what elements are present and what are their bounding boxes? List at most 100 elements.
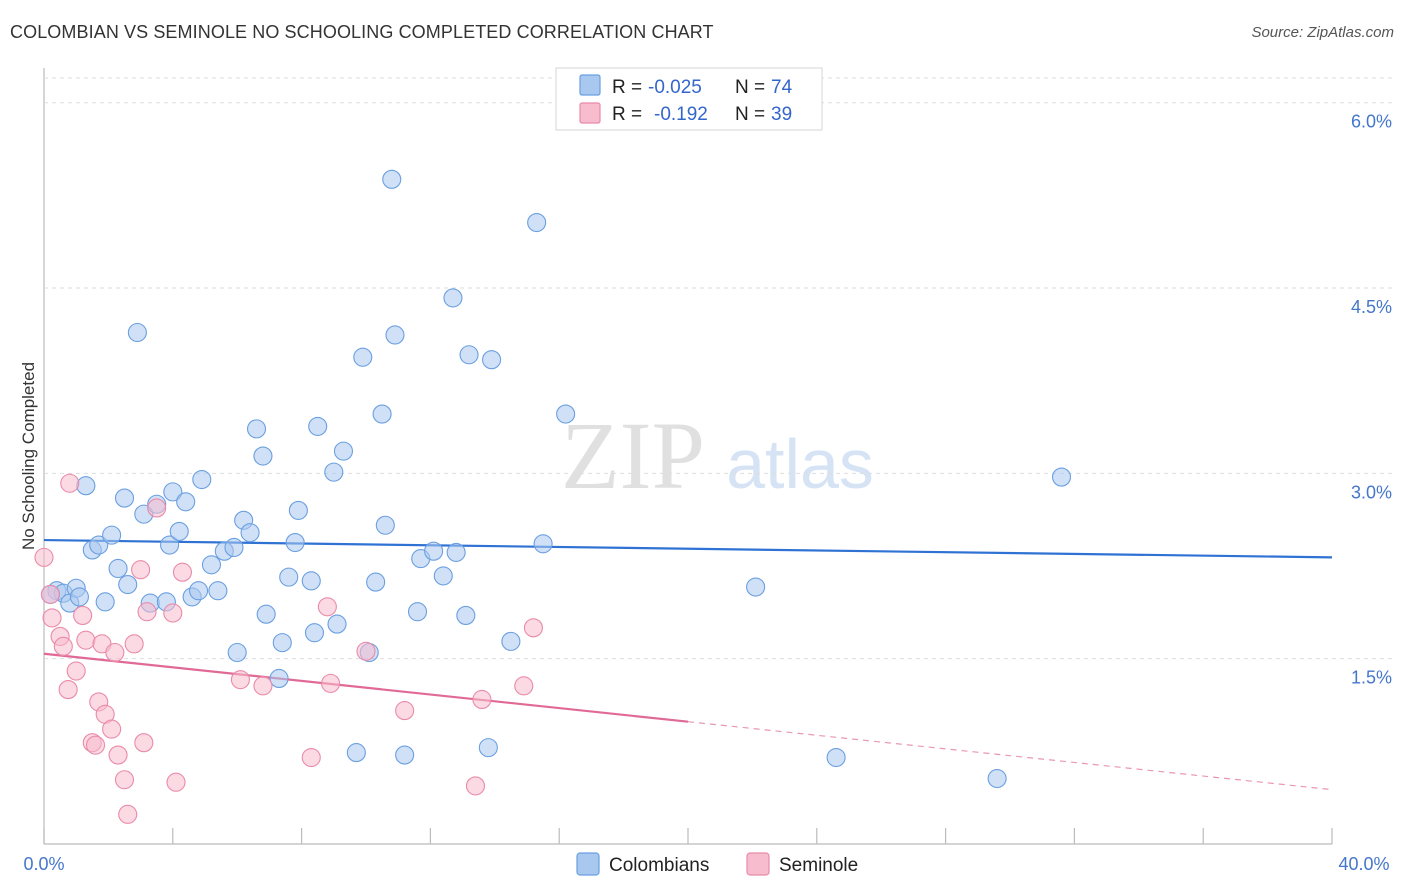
point-seminole-2 — [42, 608, 62, 628]
legend-n-label-0: N = — [735, 77, 765, 98]
point-colombians-34 — [256, 604, 276, 624]
point-colombians-66 — [527, 213, 547, 233]
point-seminole-23 — [137, 602, 157, 622]
point-colombians-20 — [169, 521, 189, 541]
legend-r-label-0: R = — [612, 77, 642, 98]
point-colombians-39 — [288, 500, 308, 520]
point-seminole-8 — [73, 605, 93, 625]
point-seminole-38 — [523, 618, 543, 638]
x-tick-label-min: 0.0% — [23, 854, 64, 874]
source-label: Source: ZipAtlas.com — [1251, 24, 1394, 41]
y-axis-label: No Schooling Completed — [19, 362, 38, 550]
y-tick-label-3: 6.0% — [1351, 112, 1392, 132]
point-colombians-38 — [285, 532, 305, 553]
point-colombians-64 — [482, 350, 502, 370]
y-tick-labels: 1.5% 3.0% 4.5% 6.0% — [1351, 112, 1392, 688]
chart-title: COLOMBIAN VS SEMINOLE NO SCHOOLING COMPL… — [10, 22, 714, 42]
legend-r-value-0: -0.025 — [648, 77, 702, 98]
point-colombians-28 — [224, 537, 244, 558]
point-seminole-28 — [230, 670, 250, 690]
gridlines — [44, 77, 1392, 660]
point-colombians-24 — [192, 469, 212, 490]
point-seminole-18 — [114, 770, 135, 790]
trend-line-colombians — [43, 538, 1333, 559]
point-seminole-9 — [76, 630, 96, 650]
point-colombians-61 — [456, 605, 476, 625]
point-colombians-71 — [987, 768, 1007, 789]
series-legend-swatch-seminole — [746, 852, 770, 876]
point-seminole-26 — [166, 772, 186, 792]
point-colombians-50 — [372, 404, 392, 424]
point-colombians-68 — [556, 404, 576, 424]
legend-n-label-1: N = — [735, 104, 765, 125]
watermark-zip: ZIP — [561, 402, 705, 509]
point-seminole-4 — [53, 636, 73, 656]
point-colombians-63 — [478, 738, 498, 758]
point-colombians-60 — [446, 542, 466, 562]
point-seminole-20 — [124, 634, 144, 654]
point-colombians-67 — [533, 534, 553, 554]
x-tick-label-max: 40.0% — [1338, 854, 1389, 874]
x-ticks — [43, 828, 1333, 844]
point-colombians-5 — [76, 476, 96, 496]
point-colombians-62 — [459, 345, 479, 365]
trend-lines — [43, 538, 1333, 791]
point-colombians-26 — [208, 581, 228, 601]
data-points — [34, 169, 1072, 824]
point-seminole-19 — [118, 804, 138, 824]
point-colombians-33 — [253, 446, 273, 466]
point-seminole-32 — [321, 673, 341, 693]
point-colombians-70 — [826, 747, 846, 768]
point-colombians-23 — [189, 581, 209, 601]
legend-r-label-1: R = — [612, 104, 642, 125]
series-legend-label-seminole: Seminole — [779, 855, 858, 876]
point-colombians-8 — [95, 592, 115, 612]
legend-n-value-1: 39 — [771, 104, 792, 125]
point-colombians-57 — [424, 541, 444, 561]
point-seminole-36 — [472, 689, 492, 709]
legend-swatch-seminole — [579, 102, 601, 124]
point-colombians-4 — [69, 587, 89, 607]
point-colombians-25 — [201, 555, 221, 575]
point-colombians-12 — [118, 574, 138, 595]
point-seminole-21 — [131, 560, 151, 580]
legend-n-value-0: 74 — [771, 77, 793, 98]
point-seminole-27 — [172, 562, 193, 582]
point-colombians-31 — [240, 523, 260, 543]
point-seminole-5 — [58, 680, 78, 700]
point-colombians-52 — [382, 169, 402, 189]
point-seminole-22 — [134, 733, 154, 753]
point-colombians-55 — [407, 602, 428, 622]
y-tick-label-2: 4.5% — [1351, 297, 1392, 317]
legend-swatch-colombians — [579, 74, 601, 96]
y-tick-label-0: 1.5% — [1351, 668, 1392, 688]
point-seminole-34 — [395, 701, 415, 721]
point-seminole-7 — [66, 661, 86, 681]
stats-legend: R = -0.025 N = 74 R = -0.192 N = 39 — [555, 67, 823, 131]
point-seminole-11 — [85, 735, 106, 755]
point-colombians-32 — [246, 419, 267, 439]
point-colombians-47 — [353, 347, 373, 367]
point-seminole-24 — [147, 498, 167, 518]
point-colombians-43 — [324, 462, 344, 482]
point-colombians-51 — [375, 515, 395, 535]
point-colombians-10 — [108, 558, 128, 579]
point-colombians-69 — [746, 577, 766, 597]
point-colombians-72 — [1051, 467, 1072, 487]
point-seminole-25 — [163, 603, 183, 623]
series-legend-label-colombians: Colombians — [609, 855, 709, 876]
point-seminole-29 — [253, 676, 273, 696]
point-colombians-19 — [163, 482, 183, 502]
point-colombians-49 — [366, 572, 386, 592]
watermark-atlas: atlas — [726, 425, 874, 503]
point-colombians-7 — [89, 535, 109, 555]
y-tick-label-1: 3.0% — [1351, 482, 1392, 502]
point-seminole-0 — [34, 547, 54, 567]
point-colombians-35 — [269, 668, 289, 688]
point-seminole-30 — [301, 747, 321, 768]
point-colombians-36 — [272, 633, 292, 653]
point-seminole-16 — [105, 642, 125, 663]
point-colombians-42 — [308, 416, 328, 436]
point-colombians-37 — [279, 567, 299, 587]
